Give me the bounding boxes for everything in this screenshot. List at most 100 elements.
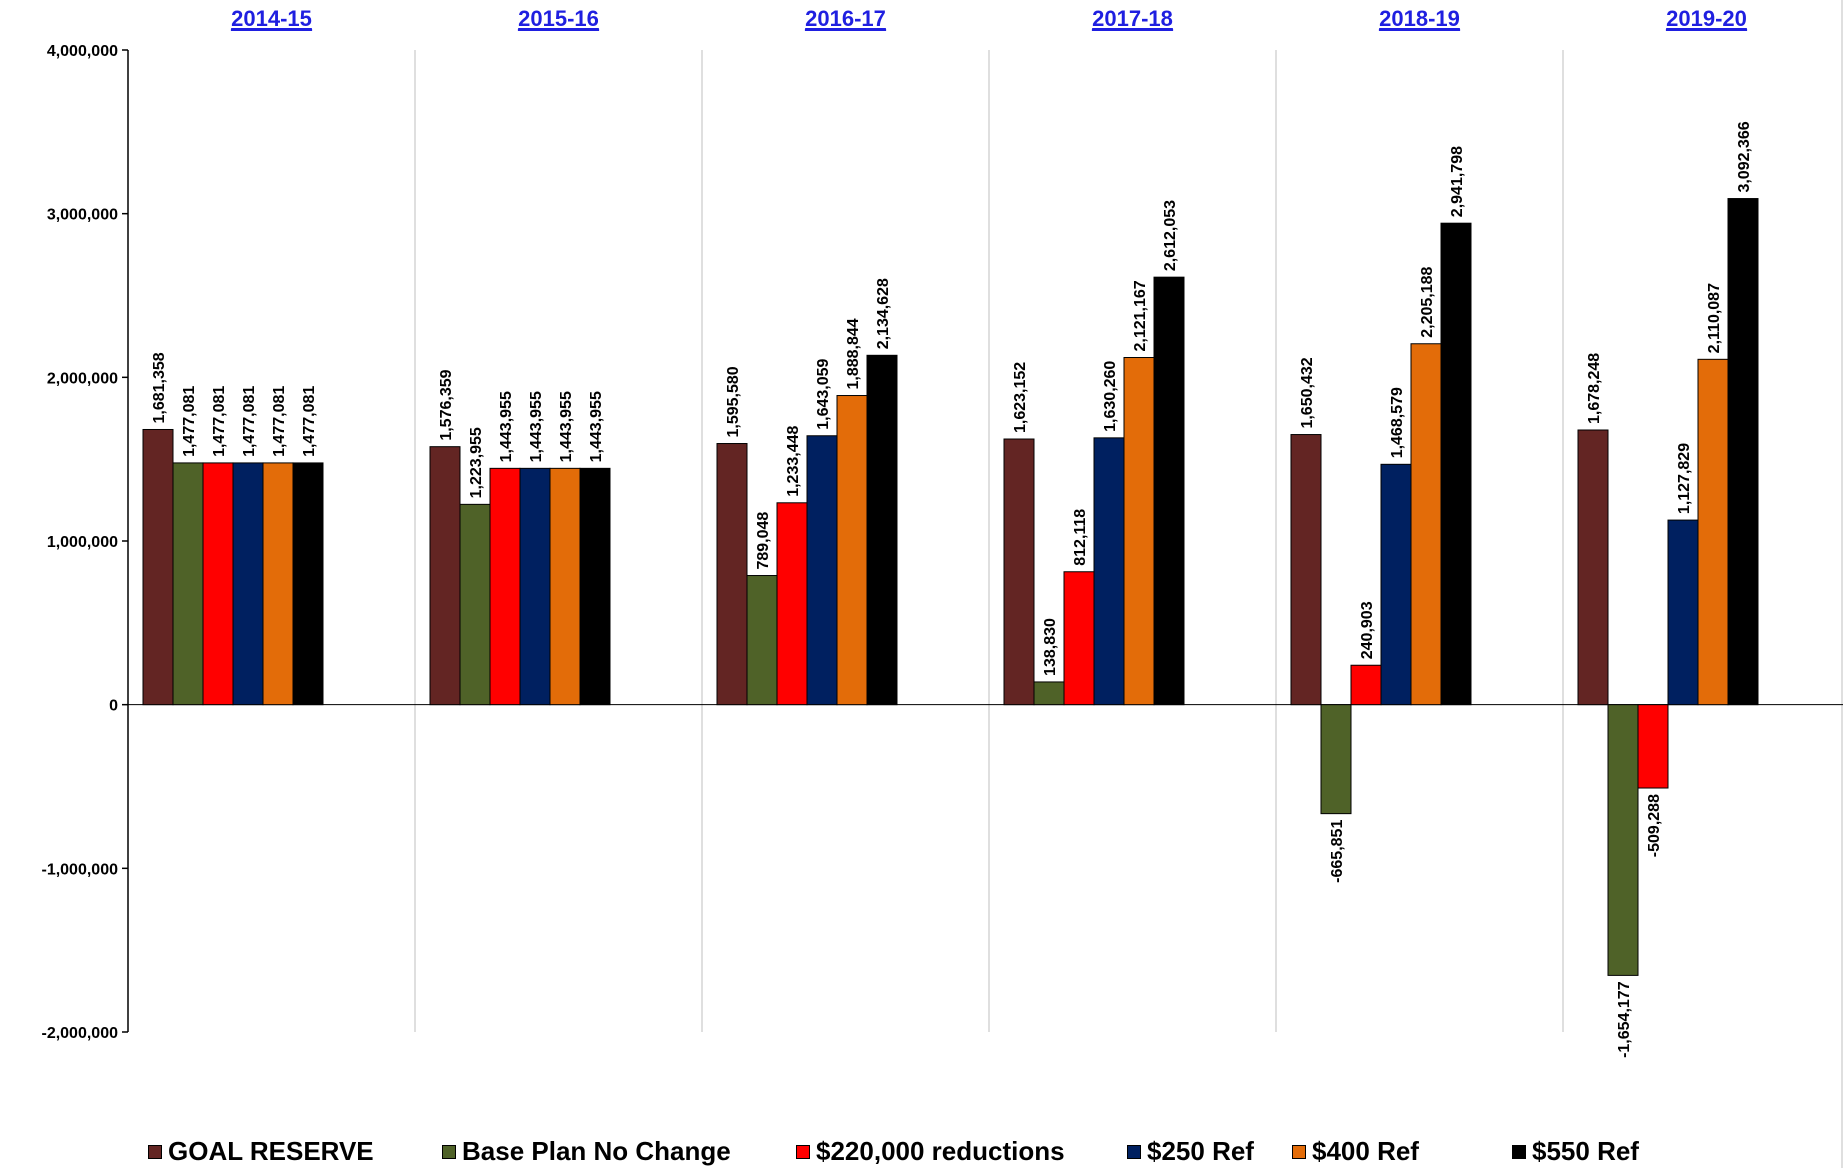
data-label: 2,110,087 (1706, 283, 1723, 353)
bar (1123, 357, 1155, 706)
bar (262, 462, 294, 706)
category-label: 2017-18 (1092, 6, 1173, 31)
legend-swatch (1127, 1144, 1141, 1159)
data-label: 138,830 (1042, 618, 1059, 676)
bar (1410, 343, 1442, 706)
data-label: 1,443,955 (498, 391, 515, 462)
data-label: 1,443,955 (558, 391, 575, 462)
data-label: 1,643,059 (815, 358, 832, 429)
data-label: 2,134,628 (875, 278, 892, 349)
data-label: 1,650,432 (1299, 357, 1316, 428)
data-label: 1,477,081 (271, 386, 288, 457)
data-label: 1,630,260 (1102, 361, 1119, 432)
data-label: 2,941,798 (1449, 146, 1466, 217)
legend-swatch (1292, 1144, 1306, 1159)
data-label: 1,223,955 (468, 427, 485, 498)
data-label: 1,576,359 (438, 369, 455, 440)
data-label: 1,233,448 (785, 426, 802, 497)
bar (1153, 276, 1185, 706)
y-tick-label: 3,000,000 (47, 207, 118, 224)
category-label: 2014-15 (231, 6, 312, 31)
bar (1727, 198, 1759, 706)
legend-label: $400 Ref (1312, 1136, 1419, 1166)
legend: GOAL RESERVE Base Plan No Change $220,00… (0, 1128, 1843, 1168)
bar (1093, 437, 1125, 706)
bar (579, 467, 611, 706)
bar (519, 467, 551, 706)
y-tick-label: 2,000,000 (47, 370, 118, 387)
legend-swatch (796, 1144, 810, 1159)
data-label: 240,903 (1359, 601, 1376, 659)
legend-label: $250 Ref (1147, 1136, 1254, 1166)
legend-label: GOAL RESERVE (168, 1136, 374, 1166)
data-label: 1,443,955 (528, 391, 545, 462)
y-tick-label: 0 (109, 698, 118, 715)
data-label: 1,595,580 (725, 366, 742, 437)
bar (866, 354, 898, 706)
data-label: 1,888,844 (845, 318, 862, 389)
bars (142, 198, 1759, 976)
bar (429, 446, 461, 706)
legend-item-goal-reserve: GOAL RESERVE (148, 1136, 374, 1167)
legend-swatch (148, 1144, 162, 1159)
bar (1380, 463, 1412, 706)
bar (776, 502, 808, 706)
bar (1440, 222, 1472, 706)
data-label: 1,127,829 (1676, 443, 1693, 514)
bar (489, 467, 521, 706)
data-labels: 1,681,358 1,477,081 1,477,081 1,477,081 1,47… (151, 121, 1753, 1058)
bar (1003, 438, 1035, 706)
data-label: 2,612,053 (1162, 200, 1179, 271)
bar (1577, 429, 1609, 706)
bar (1637, 704, 1669, 789)
legend-label: $220,000 reductions (816, 1136, 1065, 1166)
data-label: 1,681,358 (151, 352, 168, 423)
category-label: 2019-20 (1666, 6, 1747, 31)
data-label: -665,851 (1329, 820, 1346, 883)
y-tick-label: -1,000,000 (41, 861, 118, 878)
legend-item-220000-reductions: $220,000 reductions (796, 1136, 1065, 1167)
bar (1607, 704, 1639, 976)
category-label: 2016-17 (805, 6, 886, 31)
data-label: 1,477,081 (301, 386, 318, 457)
legend-item-550-ref: $550 Ref (1512, 1136, 1639, 1167)
bar (292, 462, 324, 706)
legend-label: $550 Ref (1532, 1136, 1639, 1166)
bar (716, 443, 748, 706)
bar (1063, 571, 1095, 706)
bar (1350, 664, 1382, 706)
data-label: 2,121,167 (1132, 280, 1149, 351)
y-tick-label: 1,000,000 (47, 534, 118, 551)
y-tick-label: -2,000,000 (41, 1025, 118, 1042)
data-label: -509,288 (1646, 794, 1663, 857)
data-label: 1,477,081 (211, 386, 228, 457)
y-tick-label: 4,000,000 (47, 43, 118, 60)
category-labels: 2014-15 2015-16 2016-17 2017-18 2018-19 2019-… (230, 6, 1748, 31)
data-label: 789,048 (755, 512, 772, 570)
data-label: -1,654,177 (1616, 981, 1633, 1058)
legend-swatch (1512, 1144, 1526, 1159)
bar (1667, 519, 1699, 706)
data-label: 812,118 (1072, 509, 1089, 566)
data-label: 1,468,579 (1389, 387, 1406, 458)
bar (142, 428, 174, 706)
bar (746, 575, 778, 706)
bar (1697, 358, 1729, 706)
legend-label: Base Plan No Change (462, 1136, 731, 1166)
data-label: 1,443,955 (588, 391, 605, 462)
bar (549, 467, 581, 706)
legend-item-400-ref: $400 Ref (1292, 1136, 1419, 1167)
legend-item-base-plan: Base Plan No Change (442, 1136, 731, 1167)
bar (1033, 681, 1065, 706)
bar (806, 435, 838, 706)
gridlines (414, 0, 1843, 1168)
legend-item-250-ref: $250 Ref (1127, 1136, 1254, 1167)
data-label: 3,092,366 (1736, 121, 1753, 192)
bar (1320, 704, 1352, 815)
bar (232, 462, 264, 706)
category-label: 2018-19 (1379, 6, 1460, 31)
y-axis: 4,000,000 3,000,000 2,000,000 1,000,000 0 -1,… (41, 43, 1843, 1042)
bar (836, 395, 868, 706)
data-label: 1,477,081 (181, 386, 198, 457)
